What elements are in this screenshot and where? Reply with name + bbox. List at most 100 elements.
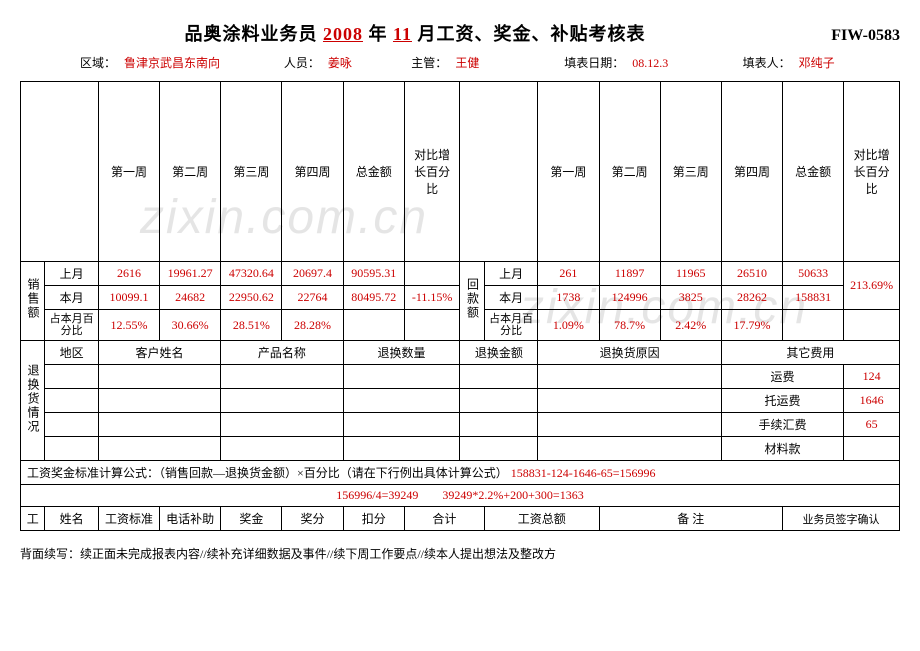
cell: 2616 [98,262,159,286]
cell [538,389,722,413]
person-value: 姜咏 [328,54,352,71]
region-label: 区域： [80,54,116,71]
cell: 47320.64 [221,262,282,286]
formula-2b: 39249*2.2%+200+300=1363 [442,488,583,502]
footer-note: 背面续写：续正面未完成报表内容//续补充详细数据及事件//续下周工作要点//续本… [20,545,900,562]
cell: 1738 [538,286,599,310]
filler-label: 填表人： [743,54,791,71]
cell: 80495.72 [343,286,404,310]
cell [221,389,343,413]
formula-line2: 156996/4=39249 39249*2.2%+200+300=1363 [21,485,900,507]
receipts-last-lbl: 上月 [484,262,537,286]
date-label: 填表日期： [564,54,624,71]
fee-freight-val: 124 [844,365,900,389]
cell: -11.15% [404,286,460,310]
cell [343,365,460,389]
cell: 10099.1 [98,286,159,310]
cell: 22950.62 [221,286,282,310]
cell [460,437,538,461]
formula-2a: 156996/4=39249 [336,488,418,502]
sales-group: 销售额 [25,278,42,320]
returns-h-amount: 退换金额 [460,341,538,365]
cell [45,413,98,437]
cell [538,437,722,461]
cell: 28.51% [221,310,282,341]
cell [45,365,98,389]
meta-row: 区域： 鲁津京武昌东南向 人员： 姜咏 主管： 王健 填表日期： 08.12.3… [20,54,900,71]
sales-last-lbl: 上月 [45,262,98,286]
cell: 12.55% [98,310,159,341]
cell [844,310,900,341]
cell [538,365,722,389]
cell: 26510 [721,262,782,286]
blank-cell [460,82,538,262]
col-w2-r: 第二周 [599,82,660,262]
fee-handling-val: 65 [844,413,900,437]
sales-pct-lbl: 占本月百分比 [45,310,98,341]
title-year-sep: 年 [368,24,387,44]
cell: 213.69% [844,262,900,310]
pay-sign: 业务员签字确认 [783,507,900,531]
pay-bonus: 奖金 [221,507,282,531]
col-growth: 对比增长百分比 [404,82,460,262]
document-id: FIW-0583 [810,27,900,45]
cell: 90595.31 [343,262,404,286]
supervisor-value: 王健 [455,54,479,71]
col-total: 总金额 [343,82,404,262]
cell [460,365,538,389]
title-year: 2008 [323,24,363,44]
receipts-group: 回款额 [464,278,481,320]
col-w4-r: 第四周 [721,82,782,262]
pay-deduct: 扣分 [343,507,404,531]
fee-material-val [844,437,900,461]
date-value: 08.12.3 [632,56,668,71]
cell [404,310,460,341]
cell [343,310,404,341]
pay-name: 姓名 [45,507,98,531]
col-total-r: 总金额 [783,82,844,262]
cell [343,413,460,437]
formula-row: 工资奖金标准计算公式：（销售回款—退换货金额）×百分比（请在下行例出具体计算公式… [21,461,900,485]
col-w1-r: 第一周 [538,82,599,262]
fee-material-lbl: 材料款 [721,437,843,461]
pay-std: 工资标准 [98,507,159,531]
receipts-pct-lbl: 占本月百分比 [484,310,537,341]
returns-h-reason: 退换货原因 [538,341,722,365]
cell: 261 [538,262,599,286]
returns-h-product: 产品名称 [221,341,343,365]
cell [783,310,844,341]
formula-label: 工资奖金标准计算公式：（销售回款—退换货金额）×百分比（请在下行例出具体计算公式… [27,466,508,480]
title-month: 11 [393,24,412,44]
col-w4: 第四周 [282,82,343,262]
receipts-this-lbl: 本月 [484,286,537,310]
pay-award: 奖分 [282,507,343,531]
pay-sum: 合计 [404,507,484,531]
cell [221,437,343,461]
cell: 20697.4 [282,262,343,286]
cell: 19961.27 [160,262,221,286]
cell: 1.09% [538,310,599,341]
cell: 11965 [660,262,721,286]
filler-value: 邓纯子 [799,54,835,71]
person-label: 人员： [284,54,320,71]
cell: 78.7% [599,310,660,341]
pay-total: 工资总额 [484,507,599,531]
page-title: 品奥涂料业务员 2008 年 11 月工资、奖金、补贴考核表 [20,20,810,46]
cell [98,437,220,461]
cell: 24682 [160,286,221,310]
col-w3: 第三周 [221,82,282,262]
cell [343,389,460,413]
col-w1: 第一周 [98,82,159,262]
cell: 124996 [599,286,660,310]
pay-group: 工 [21,507,45,531]
cell [98,365,220,389]
fee-freight-lbl: 运费 [721,365,843,389]
sales-this-lbl: 本月 [45,286,98,310]
cell: 22764 [282,286,343,310]
fee-handling-lbl: 手续汇费 [721,413,843,437]
cell: 158831 [783,286,844,310]
fee-consign-lbl: 托运费 [721,389,843,413]
pay-remark: 备 注 [599,507,783,531]
cell: 2.42% [660,310,721,341]
main-table: 第一周 第二周 第三周 第四周 总金额 对比增长百分比 第一周 第二周 第三周 … [20,81,900,531]
